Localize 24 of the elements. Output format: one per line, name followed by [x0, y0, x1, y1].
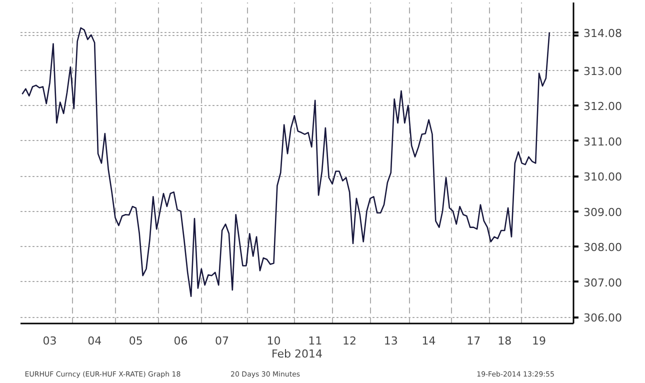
x-tick-label: 04 — [88, 334, 102, 348]
x-tick-label: 05 — [128, 334, 143, 348]
line-series — [22, 27, 550, 298]
y-tick-label: 310.00 — [584, 170, 622, 184]
y-tick-label: 308.00 — [584, 241, 622, 254]
x-tick-label: 13 — [384, 334, 398, 348]
x-tick-label: 17 — [466, 334, 481, 348]
y-tick-label: 313.00 — [584, 65, 622, 78]
x-tick-label: 18 — [498, 334, 512, 348]
x-tick-label: 06 — [174, 334, 188, 348]
x-tick-label: 19 — [532, 334, 546, 348]
y-tick-label: 306.00 — [584, 312, 622, 325]
y-tick-label: 307.00 — [584, 276, 622, 290]
x-tick-label: 11 — [308, 334, 322, 348]
y-tick-label: 311.00 — [584, 135, 622, 148]
x-tick-label: 14 — [422, 334, 436, 348]
x-tick-label: 03 — [42, 334, 57, 348]
x-tick-label: 07 — [215, 334, 230, 348]
y-tick-label: 312.00 — [584, 100, 622, 114]
x-axis-title: Feb 2014 — [272, 348, 322, 360]
x-tick-label: 12 — [342, 334, 357, 348]
y-tick-label: 314.08 — [584, 26, 622, 40]
y-tick-label: 309.00 — [584, 206, 622, 219]
x-tick-label: 10 — [266, 334, 281, 348]
